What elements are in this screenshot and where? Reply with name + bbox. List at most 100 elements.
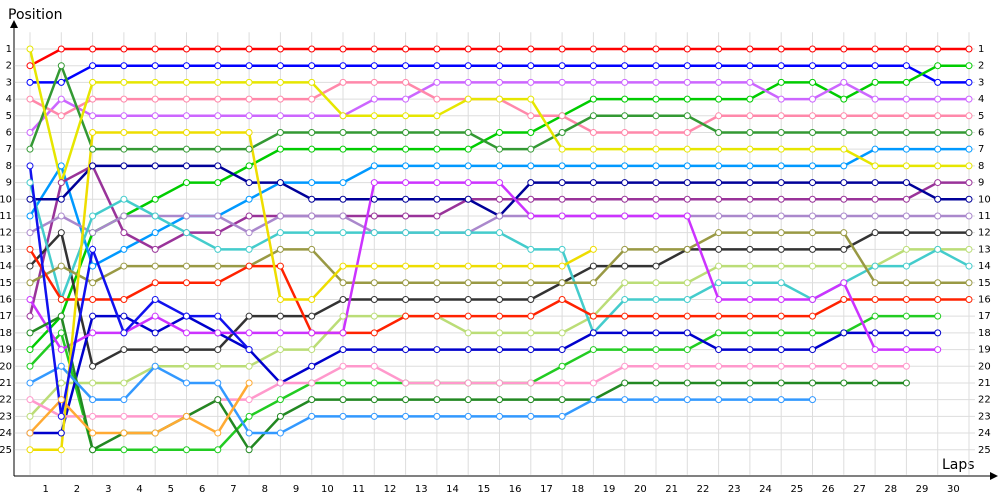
y-tick-label: 5 xyxy=(6,111,12,122)
point xyxy=(527,95,535,103)
x-tick-label: 13 xyxy=(415,484,428,495)
point xyxy=(558,112,566,120)
point xyxy=(934,279,942,287)
point xyxy=(871,229,879,237)
point xyxy=(151,312,159,320)
point xyxy=(683,45,691,53)
point xyxy=(120,412,128,420)
y-tick-label-right: 11 xyxy=(978,211,991,222)
point xyxy=(214,396,222,404)
x-tick-label: 10 xyxy=(321,484,334,495)
point xyxy=(683,145,691,153)
point xyxy=(402,346,410,354)
point xyxy=(965,295,973,303)
point xyxy=(777,179,785,187)
point xyxy=(809,179,816,187)
point xyxy=(276,379,284,387)
point xyxy=(871,62,879,70)
point xyxy=(652,279,660,287)
point xyxy=(433,295,441,303)
point xyxy=(402,212,410,220)
point xyxy=(715,145,723,153)
point xyxy=(746,396,754,404)
point xyxy=(89,45,97,53)
point xyxy=(433,262,441,270)
point xyxy=(370,396,378,404)
x-tick-label: 26 xyxy=(822,484,835,495)
point xyxy=(151,346,159,354)
y-tick-label-right: 15 xyxy=(978,278,991,289)
point xyxy=(339,229,347,237)
point xyxy=(683,295,691,303)
point xyxy=(339,295,347,303)
point xyxy=(965,78,973,86)
x-tick-label: 20 xyxy=(634,484,647,495)
point xyxy=(965,128,973,136)
point xyxy=(809,379,816,387)
point xyxy=(777,245,785,253)
point xyxy=(902,78,910,86)
point xyxy=(370,279,378,287)
point xyxy=(57,195,65,203)
point xyxy=(496,128,503,136)
point xyxy=(558,295,566,303)
point xyxy=(26,128,34,136)
point xyxy=(245,95,253,103)
y-tick-label: 2 xyxy=(6,61,12,72)
point xyxy=(902,329,910,337)
point xyxy=(558,262,566,270)
x-tick-label: 15 xyxy=(477,484,490,495)
point xyxy=(120,329,128,337)
point xyxy=(120,112,128,120)
point xyxy=(120,212,128,220)
point xyxy=(652,329,660,337)
y-tick-label: 18 xyxy=(0,328,12,339)
point xyxy=(527,179,535,187)
point xyxy=(308,362,316,370)
point xyxy=(245,45,253,53)
point xyxy=(965,212,973,220)
point xyxy=(777,362,785,370)
point xyxy=(89,446,97,454)
point xyxy=(433,62,441,70)
point xyxy=(57,396,65,404)
point xyxy=(496,45,503,53)
point xyxy=(57,446,65,454)
point xyxy=(89,396,97,404)
point xyxy=(902,346,910,354)
point xyxy=(151,245,159,253)
point xyxy=(777,396,785,404)
x-tick-label: 7 xyxy=(230,484,236,495)
point xyxy=(496,179,503,187)
point xyxy=(965,279,973,287)
x-axis-title: Laps xyxy=(942,457,975,473)
point xyxy=(183,279,190,287)
point xyxy=(26,429,34,437)
point xyxy=(871,312,879,320)
point xyxy=(214,162,222,170)
point xyxy=(26,179,34,187)
point xyxy=(308,229,316,237)
point xyxy=(777,312,785,320)
point xyxy=(276,245,284,253)
point xyxy=(120,379,128,387)
point xyxy=(276,78,284,86)
point xyxy=(26,379,34,387)
y-tick-label-right: 9 xyxy=(978,178,984,189)
point xyxy=(308,212,316,220)
point xyxy=(809,95,816,103)
point xyxy=(214,45,222,53)
point xyxy=(902,295,910,303)
x-tick-label: 4 xyxy=(136,484,142,495)
point xyxy=(402,162,410,170)
point xyxy=(245,212,253,220)
point xyxy=(89,312,97,320)
point xyxy=(120,312,128,320)
point xyxy=(652,179,660,187)
point xyxy=(621,162,629,170)
point xyxy=(715,95,723,103)
point xyxy=(151,446,159,454)
point xyxy=(402,312,410,320)
point xyxy=(809,128,816,136)
y-tick-label-right: 5 xyxy=(978,111,984,122)
